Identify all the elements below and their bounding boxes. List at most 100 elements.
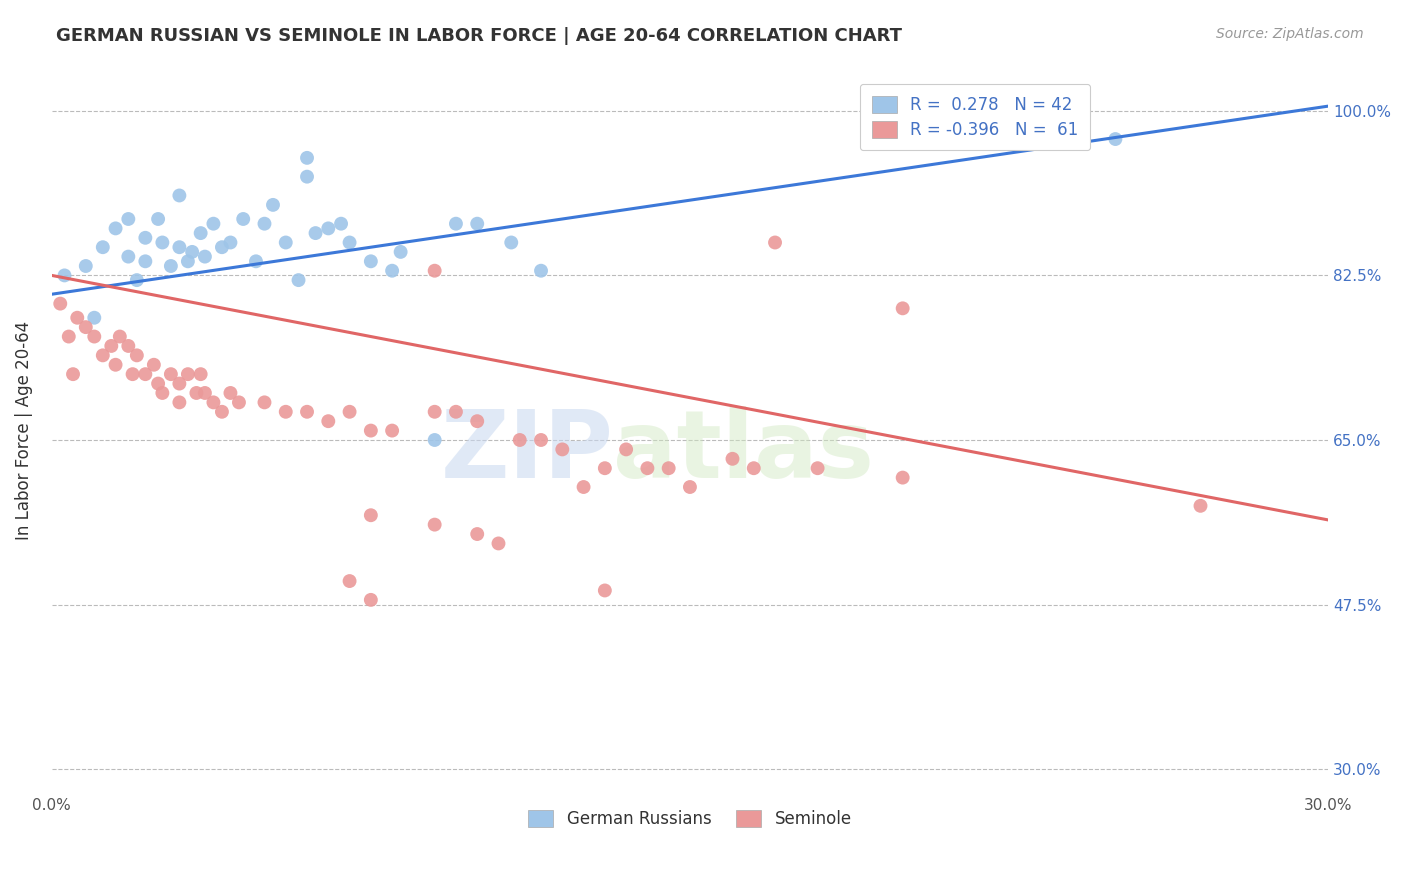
Point [381, 263, 404, 277]
Point [211, 240, 233, 254]
Point [169, 188, 191, 202]
Point [423, 433, 446, 447]
Point [219, 235, 242, 250]
Point [150, 386, 173, 401]
Y-axis label: In Labor Force | Age 20-64: In Labor Force | Age 20-64 [15, 321, 32, 541]
Point [530, 263, 553, 277]
Point [169, 395, 191, 409]
Point [465, 527, 488, 541]
Point [551, 442, 574, 457]
Point [146, 376, 169, 391]
Point [572, 480, 595, 494]
Point [891, 470, 914, 484]
Point [721, 451, 744, 466]
Point [679, 480, 702, 494]
Point [134, 254, 156, 268]
Point [1189, 499, 1212, 513]
Point [274, 405, 297, 419]
Point [125, 273, 148, 287]
Point [274, 235, 297, 250]
Point [360, 254, 382, 268]
Point [253, 395, 276, 409]
Point [381, 424, 404, 438]
Point [488, 536, 510, 550]
Point [295, 151, 318, 165]
Point [83, 329, 105, 343]
Point [160, 367, 183, 381]
Point [287, 273, 309, 287]
Point [66, 310, 89, 325]
Point [742, 461, 765, 475]
Point [146, 212, 169, 227]
Point [142, 358, 165, 372]
Point [444, 405, 467, 419]
Point [232, 212, 254, 227]
Point [194, 386, 217, 401]
Point [262, 198, 284, 212]
Point [121, 367, 143, 381]
Point [423, 405, 446, 419]
Point [530, 433, 553, 447]
Point [91, 348, 114, 362]
Point [509, 433, 531, 447]
Point [360, 424, 382, 438]
Point [330, 217, 353, 231]
Point [614, 442, 637, 457]
Point [295, 169, 318, 184]
Point [177, 367, 200, 381]
Point [104, 358, 127, 372]
Point [91, 240, 114, 254]
Point [186, 386, 208, 401]
Point [211, 405, 233, 419]
Point [245, 254, 267, 268]
Point [339, 574, 361, 588]
Point [339, 405, 361, 419]
Point [339, 235, 361, 250]
Point [1104, 132, 1126, 146]
Point [360, 592, 382, 607]
Point [593, 461, 616, 475]
Point [423, 517, 446, 532]
Point [444, 217, 467, 231]
Point [117, 250, 139, 264]
Point [134, 367, 156, 381]
Point [190, 226, 212, 240]
Point [316, 414, 339, 428]
Point [465, 414, 488, 428]
Point [423, 263, 446, 277]
Point [100, 339, 122, 353]
Point [160, 259, 183, 273]
Point [49, 296, 72, 310]
Point [134, 231, 156, 245]
Point [104, 221, 127, 235]
Point [190, 367, 212, 381]
Point [53, 268, 76, 283]
Legend: German Russians, Seminole: German Russians, Seminole [522, 804, 859, 835]
Point [177, 254, 200, 268]
Point [75, 259, 97, 273]
Point [62, 367, 84, 381]
Point [593, 583, 616, 598]
Point [108, 329, 131, 343]
Point [304, 226, 326, 240]
Point [125, 348, 148, 362]
Text: ZIP: ZIP [440, 407, 613, 499]
Point [202, 217, 225, 231]
Point [501, 235, 523, 250]
Point [181, 244, 204, 259]
Point [169, 240, 191, 254]
Text: GERMAN RUSSIAN VS SEMINOLE IN LABOR FORCE | AGE 20-64 CORRELATION CHART: GERMAN RUSSIAN VS SEMINOLE IN LABOR FORC… [56, 27, 903, 45]
Point [806, 461, 828, 475]
Point [763, 235, 786, 250]
Point [150, 235, 173, 250]
Text: atlas: atlas [613, 407, 875, 499]
Point [83, 310, 105, 325]
Point [117, 212, 139, 227]
Point [194, 250, 217, 264]
Text: Source: ZipAtlas.com: Source: ZipAtlas.com [1216, 27, 1364, 41]
Point [75, 320, 97, 334]
Point [295, 405, 318, 419]
Point [228, 395, 250, 409]
Point [117, 339, 139, 353]
Point [360, 508, 382, 523]
